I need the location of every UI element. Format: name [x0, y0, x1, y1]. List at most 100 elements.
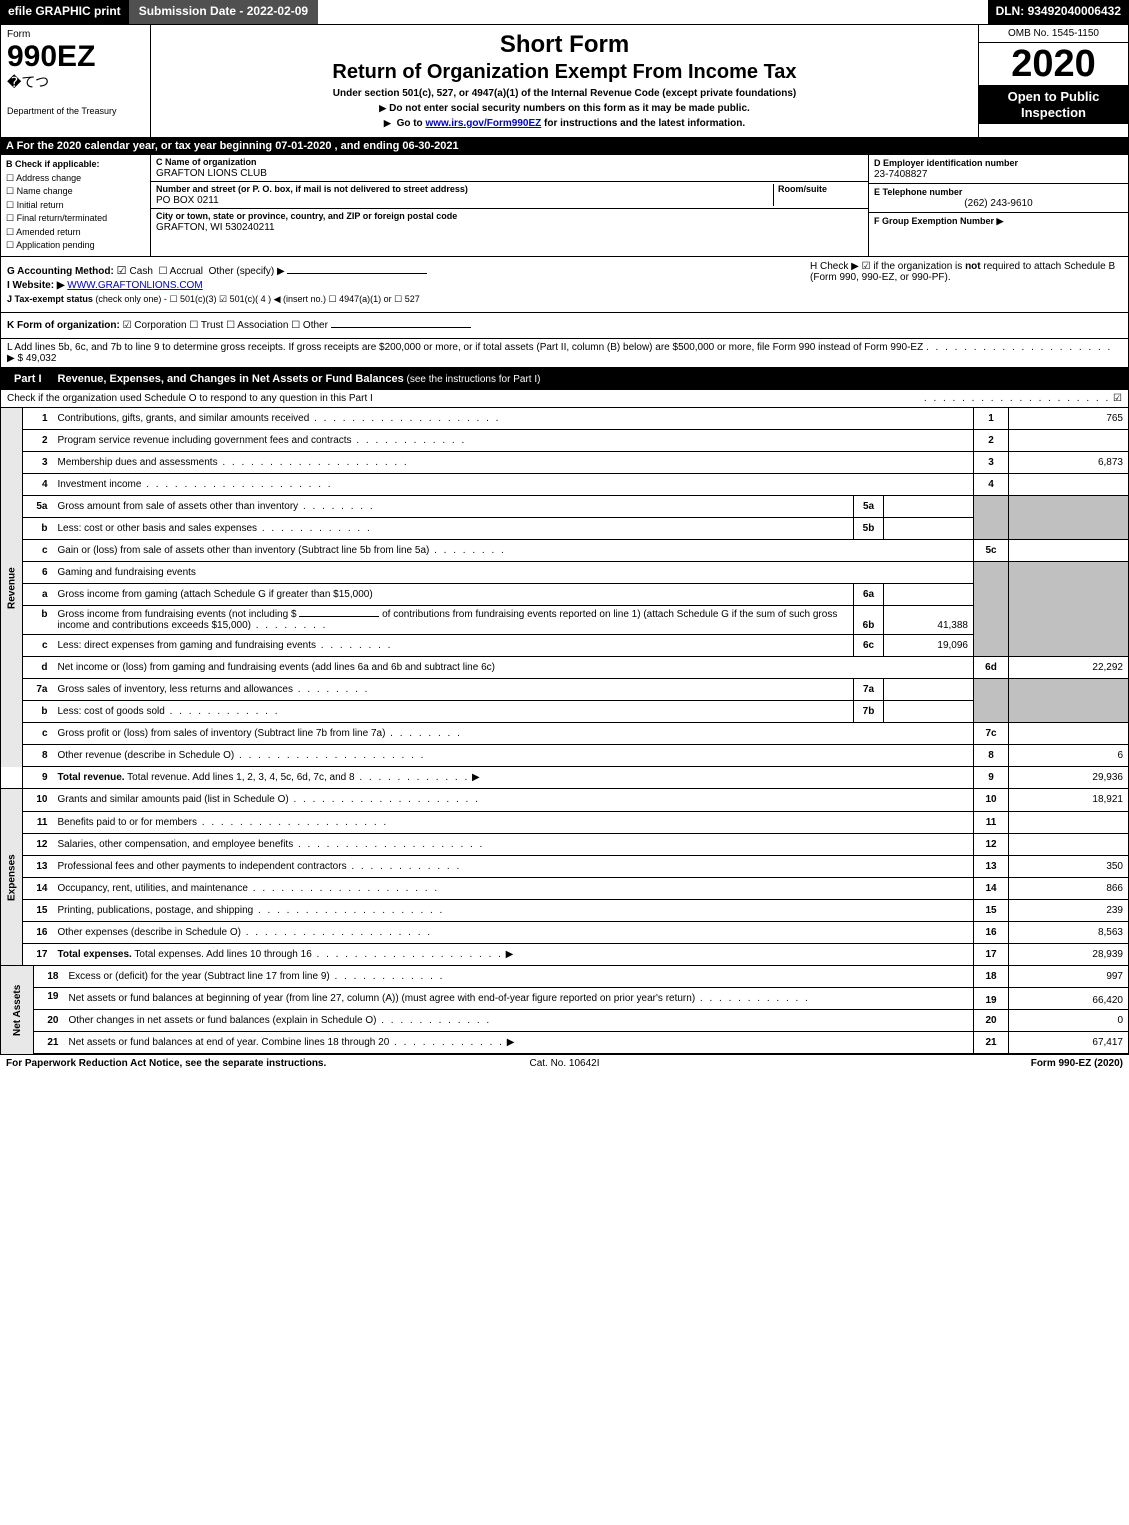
address-cell: Number and street (or P. O. box, if mail… — [151, 182, 868, 209]
main-title: Return of Organization Exempt From Incom… — [159, 61, 970, 84]
other-input[interactable] — [287, 273, 427, 274]
footer-left: For Paperwork Reduction Act Notice, see … — [6, 1058, 378, 1069]
line-5b-num: b — [23, 518, 53, 540]
line-12-num: 12 — [23, 833, 53, 855]
line-6c-num: c — [23, 635, 53, 657]
shade-7 — [974, 679, 1009, 723]
line-17-box: 17 — [974, 943, 1009, 965]
line-2-num: 2 — [23, 430, 53, 452]
cb-name[interactable]: ☐ Name change — [6, 185, 145, 199]
line-7c-num: c — [23, 723, 53, 745]
l-arrow: ▶ $ — [7, 353, 26, 364]
part-1-header: Part I Revenue, Expenses, and Changes in… — [0, 368, 1129, 390]
name-address-column: C Name of organization GRAFTON LIONS CLU… — [151, 155, 868, 256]
line-2-desc: Program service revenue including govern… — [53, 430, 974, 452]
cb-pending[interactable]: ☐ Application pending — [6, 239, 145, 253]
accrual-checkbox[interactable]: ☐ — [158, 266, 169, 277]
line-5a-desc: Gross amount from sale of assets other t… — [53, 496, 854, 518]
submission-date: Submission Date - 2022-02-09 — [129, 0, 318, 24]
line-3-desc: Membership dues and assessments — [53, 452, 974, 474]
line-13-val: 350 — [1009, 855, 1129, 877]
org-name: GRAFTON LIONS CLUB — [156, 168, 267, 179]
website-label: I Website: ▶ — [7, 280, 65, 291]
h-box: H Check ▶ ☑ if the organization is not r… — [802, 261, 1122, 308]
line-21-desc: Net assets or fund balances at end of ye… — [64, 1032, 974, 1054]
room-label: Room/suite — [778, 184, 827, 194]
line-19-val: 66,420 — [1009, 988, 1129, 1010]
line-7a-num: 7a — [23, 679, 53, 701]
line-16-box: 16 — [974, 921, 1009, 943]
form-header: Form 990EZ �てつ Department of the Treasur… — [0, 24, 1129, 137]
line-2-box: 2 — [974, 430, 1009, 452]
checkbox-column: B Check if applicable: ☐ Address change … — [1, 155, 151, 256]
subtitle-1: Under section 501(c), 527, or 4947(a)(1)… — [159, 88, 970, 99]
h-label: H Check ▶ ☑ if the organization is — [810, 261, 965, 272]
instructions-link[interactable]: www.irs.gov/Form990EZ — [425, 118, 541, 129]
org-name-label: C Name of organization — [156, 157, 257, 167]
line-20-box: 20 — [974, 1010, 1009, 1032]
meta-left: G Accounting Method: ☑ Cash ☐ Accrual Ot… — [7, 261, 802, 308]
g-label: G Accounting Method: — [7, 266, 114, 277]
entity-block: B Check if applicable: ☐ Address change … — [0, 155, 1129, 257]
line-18-box: 18 — [974, 966, 1009, 988]
city-label: City or town, state or province, country… — [156, 211, 457, 221]
website-row: I Website: ▶ WWW.GRAFTONLIONS.COM — [7, 280, 802, 291]
omb-number: OMB No. 1545-1150 — [979, 25, 1128, 43]
netassets-side-label: Net Assets — [1, 966, 34, 1054]
check-note-text: Check if the organization used Schedule … — [7, 393, 373, 404]
line-12-box: 12 — [974, 833, 1009, 855]
city-cell: City or town, state or province, country… — [151, 209, 868, 235]
tax-year: 2020 — [979, 43, 1128, 85]
line-18-val: 997 — [1009, 966, 1129, 988]
line-2-val — [1009, 430, 1129, 452]
cb-address[interactable]: ☐ Address change — [6, 172, 145, 186]
line-4-box: 4 — [974, 474, 1009, 496]
subtitle-2: Do not enter social security numbers on … — [159, 103, 970, 114]
line-15-desc: Printing, publications, postage, and shi… — [53, 899, 974, 921]
line-5c-box: 5c — [974, 540, 1009, 562]
check-heading: B Check if applicable: — [6, 158, 145, 172]
line-7b-num: b — [23, 701, 53, 723]
schedule-o-checkbox[interactable]: ☑ — [1113, 393, 1122, 404]
line-6b-val: 41,388 — [884, 606, 974, 635]
line-21-box: 21 — [974, 1032, 1009, 1054]
cb-initial[interactable]: ☐ Initial return — [6, 199, 145, 213]
shade-6 — [974, 562, 1009, 657]
line-19-num: 19 — [34, 988, 64, 1010]
cb-final[interactable]: ☐ Final return/terminated — [6, 212, 145, 226]
line-21-val: 67,417 — [1009, 1032, 1129, 1054]
l-value: 49,032 — [26, 353, 57, 364]
expenses-table: Expenses 10 Grants and similar amounts p… — [0, 789, 1129, 966]
top-bar: efile GRAPHIC print Submission Date - 20… — [0, 0, 1129, 24]
line-9-num: 9 — [23, 767, 53, 789]
line-8-num: 8 — [23, 745, 53, 767]
part-1-check-note: Check if the organization used Schedule … — [0, 390, 1129, 408]
subdate-label: Submission Date - — [139, 4, 247, 18]
line-7a-box: 7a — [854, 679, 884, 701]
line-1-desc: Contributions, gifts, grants, and simila… — [53, 408, 974, 430]
k-other-input[interactable] — [331, 327, 471, 328]
revenue-side-label: Revenue — [1, 408, 23, 767]
line-4-val — [1009, 474, 1129, 496]
line-7c-val — [1009, 723, 1129, 745]
website-link[interactable]: WWW.GRAFTONLIONS.COM — [67, 280, 202, 291]
line-11-desc: Benefits paid to or for members — [53, 811, 974, 833]
dln: DLN: 93492040006432 — [988, 0, 1129, 24]
cash-checkbox[interactable]: ☑ — [117, 265, 130, 277]
line-17-desc: Total expenses. Total expenses. Add line… — [53, 943, 974, 965]
part-1-title: Revenue, Expenses, and Changes in Net As… — [58, 373, 541, 385]
line-1-num: 1 — [23, 408, 53, 430]
efile-label[interactable]: efile GRAPHIC print — [0, 0, 129, 24]
line-15-val: 239 — [1009, 899, 1129, 921]
ein-value: 23-7408827 — [874, 169, 927, 180]
j-options: ☐ 501(c)(3) ☑ 501(c)( 4 ) ◀ (insert no.)… — [169, 294, 419, 304]
line-5b-desc: Less: cost or other basis and sales expe… — [53, 518, 854, 540]
cb-amended[interactable]: ☐ Amended return — [6, 226, 145, 240]
6b-input[interactable] — [299, 616, 379, 617]
k-options: ☑ Corporation ☐ Trust ☐ Association ☐ Ot… — [123, 320, 328, 331]
other-specify: Other (specify) ▶ — [209, 266, 285, 277]
line-17-num: 17 — [23, 943, 53, 965]
sub3-pre: Go to — [397, 118, 426, 129]
line-3-val: 6,873 — [1009, 452, 1129, 474]
line-3-box: 3 — [974, 452, 1009, 474]
